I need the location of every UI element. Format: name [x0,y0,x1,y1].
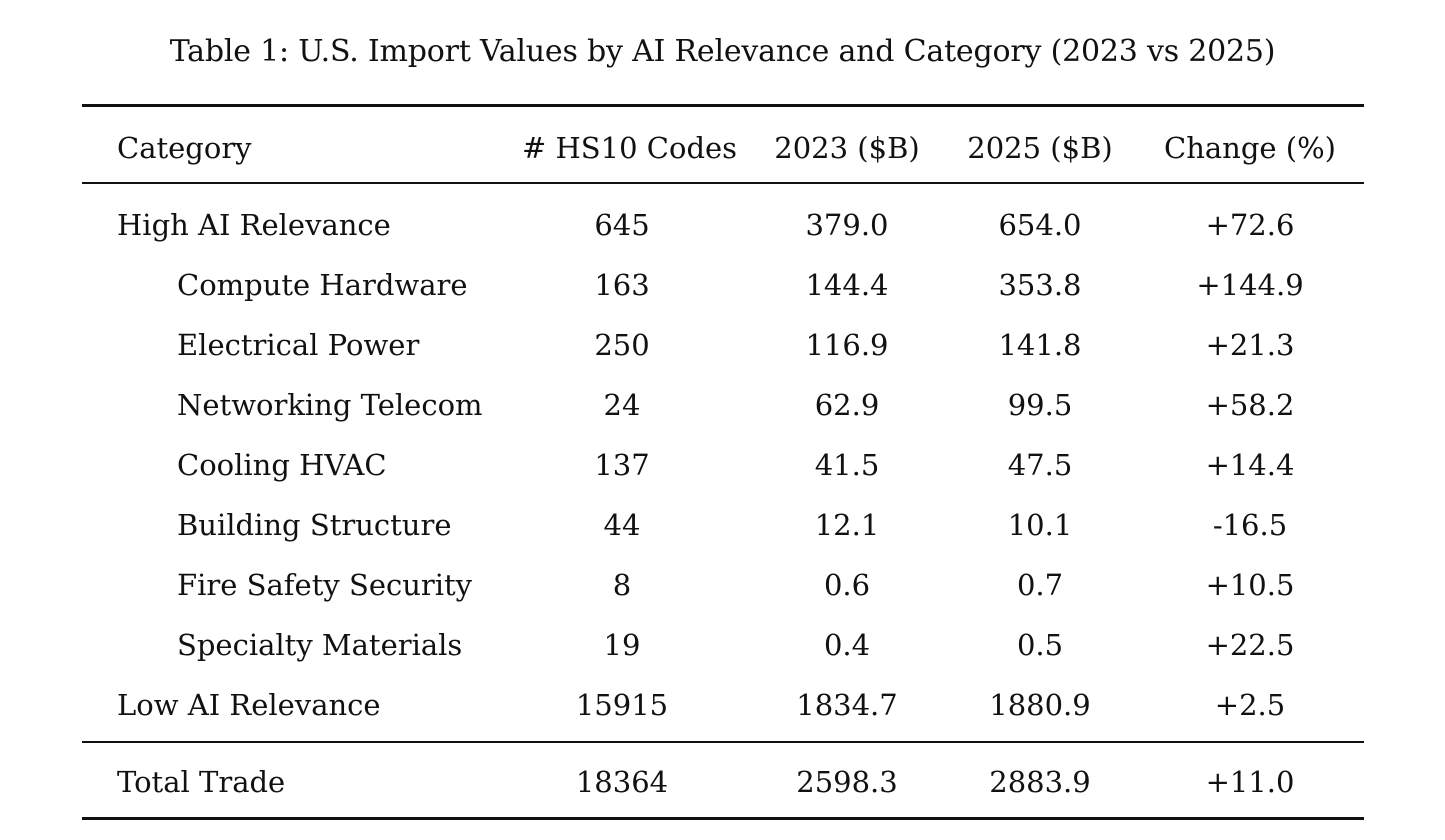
header-category: Category [117,131,252,165]
row-2023: 116.9 [805,328,889,362]
row-category: Cooling HVAC [177,448,387,482]
header-row: Category # HS10 Codes 2023 ($B) 2025 ($B… [82,118,1364,178]
row-category: High AI Relevance [117,208,391,242]
row-change: +58.2 [1205,388,1295,422]
row-2023: 144.4 [805,268,889,302]
row-change: +72.6 [1205,208,1295,242]
row-change: +21.3 [1205,328,1295,362]
row-2023: 0.4 [823,628,871,662]
row-2023: 62.9 [814,388,880,422]
row-codes: 645 [594,208,650,242]
row-2023: 41.5 [814,448,880,482]
row-change: +14.4 [1205,448,1295,482]
row-category: Compute Hardware [177,268,468,302]
row-codes: 163 [594,268,650,302]
row-2023: 1834.7 [796,688,898,722]
table-row: Compute Hardware 163 144.4 353.8 +144.9 [82,255,1364,315]
header-hs10-codes: # HS10 Codes [522,131,738,165]
row-category: Specialty Materials [177,628,463,662]
row-codes: 8 [612,568,632,602]
table-row: Cooling HVAC 137 41.5 47.5 +14.4 [82,435,1364,495]
row-codes: 15915 [575,688,669,722]
total-category: Total Trade [117,765,286,799]
bottom-rule [82,817,1364,820]
header-change: Change (%) [1164,131,1336,165]
row-2025: 353.8 [998,268,1082,302]
row-2025: 654.0 [998,208,1082,242]
row-category: Networking Telecom [177,388,483,422]
row-2025: 99.5 [1007,388,1073,422]
table-row: Specialty Materials 19 0.4 0.5 +22.5 [82,615,1364,675]
row-category: Fire Safety Security [177,568,473,602]
top-rule [82,104,1364,107]
row-codes: 137 [594,448,650,482]
total-2023: 2598.3 [796,765,898,799]
table-row: Electrical Power 250 116.9 141.8 +21.3 [82,315,1364,375]
header-2023: 2023 ($B) [774,131,920,165]
total-2025: 2883.9 [989,765,1091,799]
total-change: +11.0 [1205,765,1295,799]
row-category: Building Structure [177,508,452,542]
row-2023: 379.0 [805,208,889,242]
row-2023: 12.1 [814,508,880,542]
table-row: High AI Relevance 645 379.0 654.0 +72.6 [82,195,1364,255]
row-codes: 44 [603,508,641,542]
table-row: Building Structure 44 12.1 10.1 -16.5 [82,495,1364,555]
header-2025: 2025 ($B) [967,131,1113,165]
row-codes: 24 [603,388,641,422]
row-change: +10.5 [1205,568,1295,602]
row-codes: 19 [603,628,641,662]
table-row: Fire Safety Security 8 0.6 0.7 +10.5 [82,555,1364,615]
row-2025: 0.5 [1016,628,1064,662]
table-row: Low AI Relevance 15915 1834.7 1880.9 +2.… [82,675,1364,735]
total-rule [82,741,1364,743]
row-change: +22.5 [1205,628,1295,662]
header-rule [82,182,1364,184]
total-row: Total Trade 18364 2598.3 2883.9 +11.0 [82,752,1364,812]
row-2025: 0.7 [1016,568,1064,602]
table-row: Networking Telecom 24 62.9 99.5 +58.2 [82,375,1364,435]
row-change: +144.9 [1196,268,1304,302]
total-codes: 18364 [575,765,669,799]
row-category: Electrical Power [177,328,420,362]
row-category: Low AI Relevance [117,688,381,722]
row-2025: 141.8 [998,328,1082,362]
row-change: +2.5 [1214,688,1286,722]
row-change: -16.5 [1212,508,1288,542]
row-2023: 0.6 [823,568,871,602]
table-caption: Table 1: U.S. Import Values by AI Releva… [169,34,1276,69]
row-2025: 47.5 [1007,448,1073,482]
row-2025: 10.1 [1007,508,1073,542]
row-codes: 250 [594,328,650,362]
row-2025: 1880.9 [989,688,1091,722]
